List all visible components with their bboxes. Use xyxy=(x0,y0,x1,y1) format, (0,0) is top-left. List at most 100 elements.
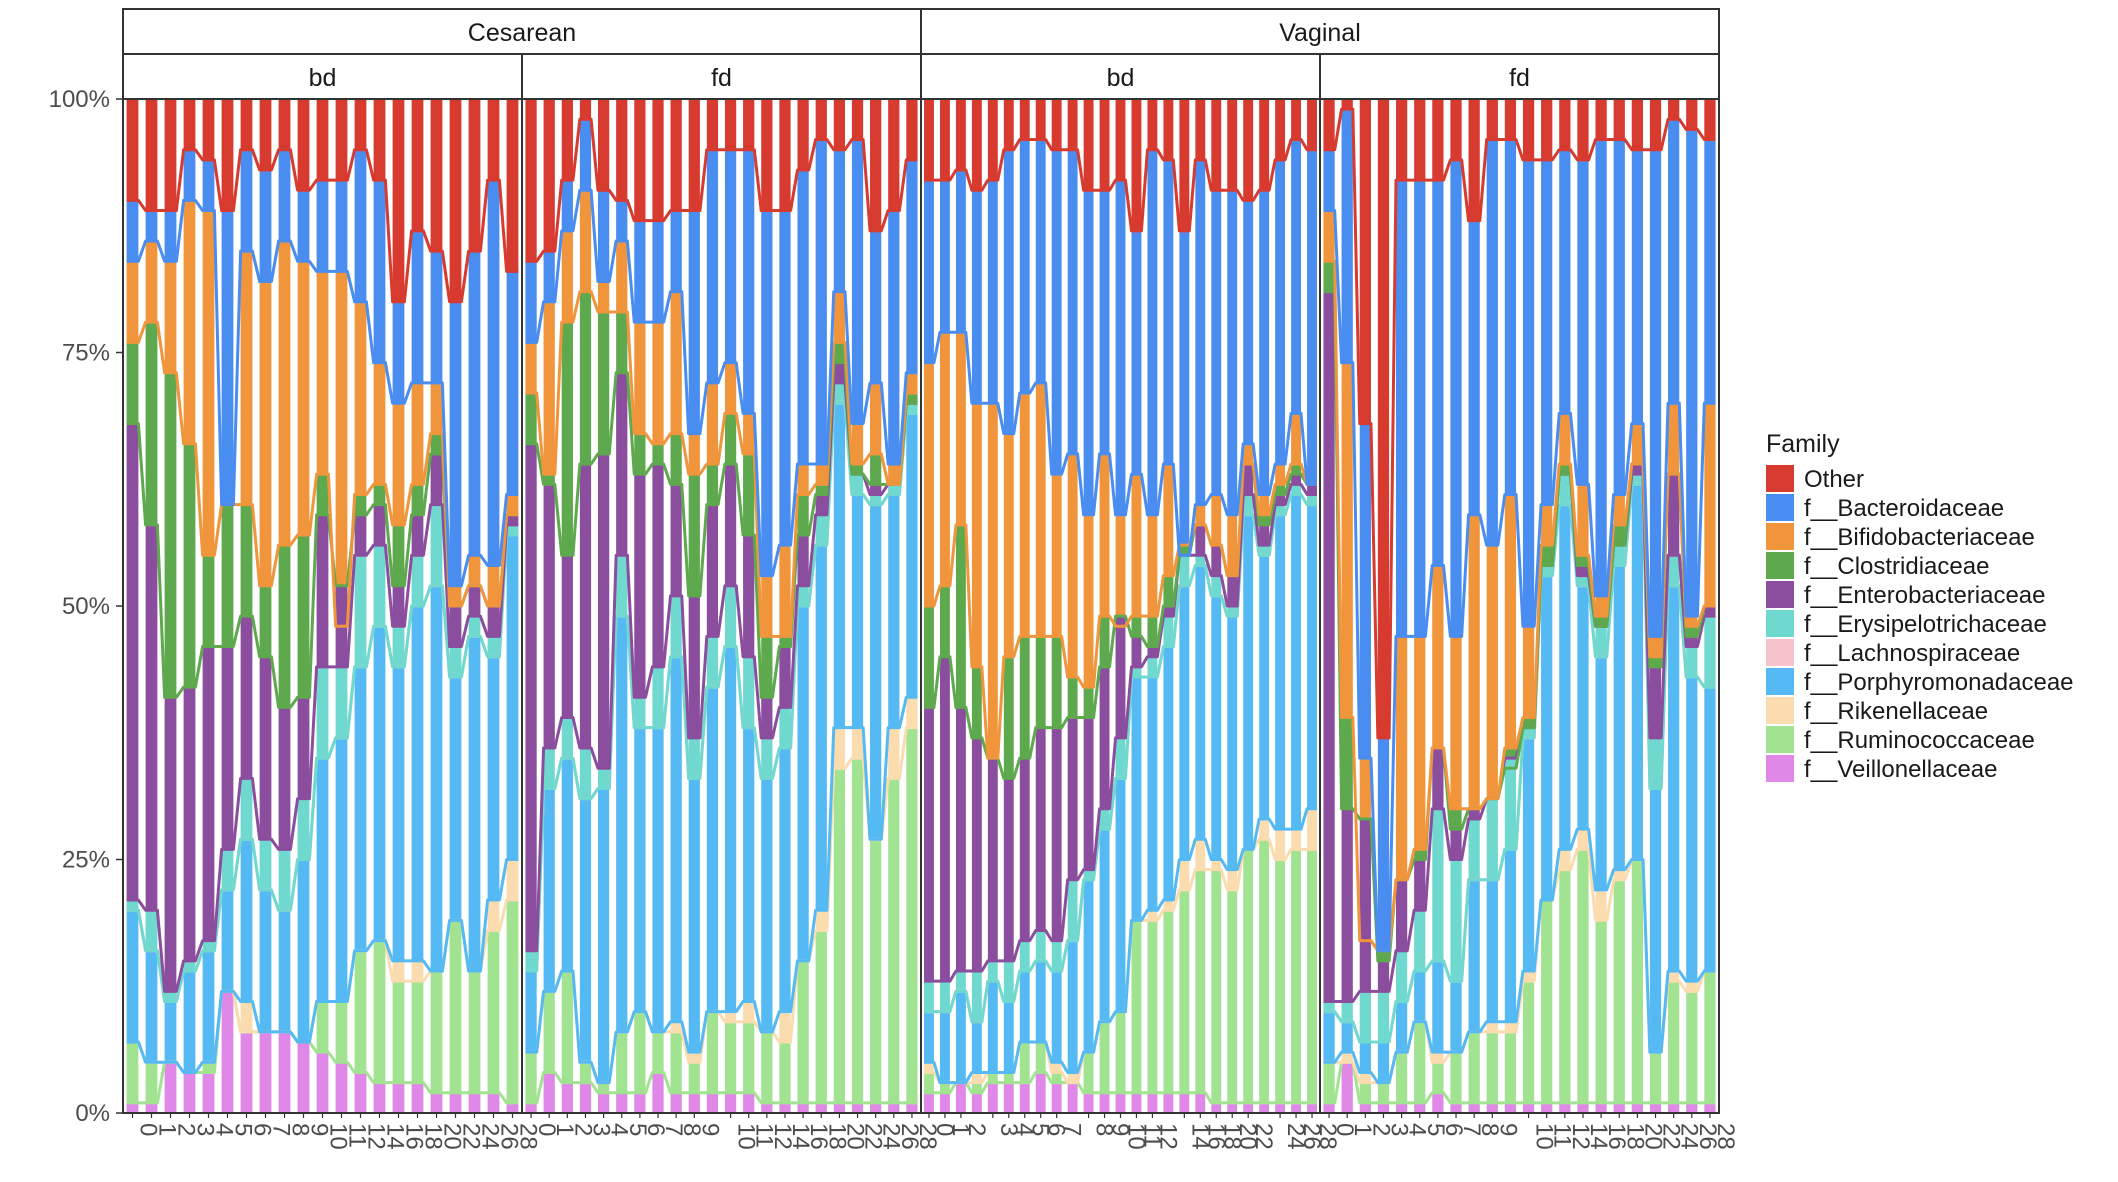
bar-segment-porphyromonadaceae xyxy=(1243,514,1254,850)
bar-segment-bifidobacteriaceae xyxy=(870,382,882,454)
bar-segment-enterobacteriaceae xyxy=(1649,666,1662,738)
bar-segment-ruminococcaceae xyxy=(561,971,573,1083)
bar-segment-veillonellaceae xyxy=(411,1082,424,1113)
bar-segment-ruminococcaceae xyxy=(1323,1062,1335,1103)
panel-cesarean-bd xyxy=(126,99,519,1113)
bar-segment-bifidobacteriaceae xyxy=(278,240,291,546)
x-tick-label: 18 xyxy=(823,1123,850,1150)
bar-segment-erysipelotrichaceae xyxy=(126,900,139,911)
bar-segment-enterobacteriaceae xyxy=(1291,474,1302,485)
legend-label: Other xyxy=(1804,466,1864,493)
bar-segment-veillonellaceae xyxy=(971,1092,982,1113)
legend-item: f__Ruminococcaceae xyxy=(1766,726,2035,754)
boundary-line-other xyxy=(1323,107,1716,740)
bar-segment-erysipelotrichaceae xyxy=(1468,818,1480,880)
inner-strip-label: bd xyxy=(1107,64,1135,92)
bar-segment-erysipelotrichaceae xyxy=(487,636,500,657)
bar-segment-porphyromonadaceae xyxy=(1468,879,1480,1032)
bar-segment-bifidobacteriaceae xyxy=(1704,403,1716,606)
bar-segment-erysipelotrichaceae xyxy=(971,971,982,1022)
legend-item: f__Veillonellaceae xyxy=(1766,755,1998,783)
bar-segment-erysipelotrichaceae xyxy=(183,960,196,972)
bar-segment-porphyromonadaceae xyxy=(297,859,310,1043)
legend-title: Family xyxy=(1766,430,1840,458)
bar-segment-ruminococcaceae xyxy=(797,960,809,1103)
bar-segment-clostridiaceae xyxy=(183,443,196,688)
bar-segment-other xyxy=(670,99,682,211)
bar-segment-ruminococcaceae xyxy=(815,930,827,1103)
bar-segment-bacteroidaceae xyxy=(987,180,998,404)
bar-segment-other xyxy=(1541,99,1553,160)
boundary-line-porphyromonadaceae xyxy=(1323,827,1716,1085)
bar-segment-rikenellaceae xyxy=(670,1021,682,1032)
bar-segment-enterobacteriaceae xyxy=(449,606,462,647)
x-tick-label: 26 xyxy=(1694,1123,1721,1150)
bar-segment-bacteroidaceae xyxy=(779,210,791,546)
bar-segment-bifidobacteriaceae xyxy=(1051,474,1062,637)
bar-segment-porphyromonadaceae xyxy=(1067,940,1078,1073)
bar-segment-bifidobacteriaceae xyxy=(1211,494,1222,546)
bar-segment-erysipelotrichaceae xyxy=(797,585,809,606)
bar-segment-other xyxy=(761,99,773,211)
bar-segment-bacteroidaceae xyxy=(743,149,755,414)
bar-segment-porphyromonadaceae xyxy=(1003,1001,1014,1073)
bar-segment-erysipelotrichaceae xyxy=(955,971,966,992)
bar-segment-erysipelotrichaceae xyxy=(354,555,367,667)
bar-segment-other xyxy=(1275,99,1286,160)
bar-segment-porphyromonadaceae xyxy=(543,788,555,992)
bar-segment-ruminococcaceae xyxy=(1115,1011,1126,1093)
bar-segment-porphyromonadaceae xyxy=(906,413,918,698)
x-tick-label: 4 xyxy=(211,1123,238,1136)
bar-segment-other xyxy=(430,99,443,252)
bar-segment-bacteroidaceae xyxy=(1067,149,1078,454)
bar-segment-clostridiaceae xyxy=(525,393,537,444)
bar-segment-porphyromonadaceae xyxy=(487,656,500,901)
bar-segment-erysipelotrichaceae xyxy=(1291,484,1302,495)
bar-segment-enterobacteriaceae xyxy=(259,656,272,840)
boundary-line-erysipelotrichaceae xyxy=(126,533,519,1003)
bar-segment-veillonellaceae xyxy=(1395,1102,1408,1113)
boundary-line-ruminococcaceae xyxy=(924,1070,1317,1105)
bar-segment-rikenellaceae xyxy=(1686,981,1698,992)
bar-segment-other xyxy=(543,99,555,252)
bar-segment-porphyromonadaceae xyxy=(506,535,519,860)
bar-segment-clostridiaceae xyxy=(1595,616,1607,627)
legend-label: f__Bacteroidaceae xyxy=(1804,495,2004,522)
bar-segment-erysipelotrichaceae xyxy=(1147,656,1158,677)
bar-segment-erysipelotrichaceae xyxy=(761,737,773,779)
bar-segment-other xyxy=(373,99,386,181)
bar-segment-clostridiaceae xyxy=(1275,484,1286,495)
bar-segment-bacteroidaceae xyxy=(688,210,700,434)
bar-segment-rikenellaceae xyxy=(392,960,405,982)
legend-label: f__Rikenellaceae xyxy=(1804,698,1988,725)
x-tick-label: 24 xyxy=(878,1123,905,1150)
boundary-line-ruminococcaceae xyxy=(1323,1060,1716,1105)
x-tick-label: 1 xyxy=(154,1123,181,1136)
bar-segment-porphyromonadaceae xyxy=(221,889,234,992)
bar-segment-ruminococcaceae xyxy=(1450,1052,1462,1103)
bar-segment-bacteroidaceae xyxy=(1323,149,1335,211)
bar-segment-bifidobacteriaceae xyxy=(145,240,158,323)
bar-segment-clostridiaceae xyxy=(1147,616,1158,647)
bar-segment-other xyxy=(652,99,664,221)
bar-segment-porphyromonadaceae xyxy=(797,606,809,961)
bar-segment-porphyromonadaceae xyxy=(870,504,882,840)
bar-segment-enterobacteriaceae xyxy=(761,697,773,738)
bar-segment-bifidobacteriaceae xyxy=(240,251,253,505)
bar-segment-bacteroidaceae xyxy=(797,169,809,465)
bar-segment-other xyxy=(1243,99,1254,201)
bar-segment-porphyromonadaceae xyxy=(761,778,773,1032)
bar-segment-porphyromonadaceae xyxy=(1035,960,1046,1043)
bar-segment-porphyromonadaceae xyxy=(1668,585,1680,972)
bar-segment-other xyxy=(797,99,809,170)
bar-segment-porphyromonadaceae xyxy=(259,889,272,1032)
bar-segment-bifidobacteriaceae xyxy=(1035,382,1046,637)
bar-segment-ruminococcaceae xyxy=(1291,849,1302,1103)
bar-segment-bacteroidaceae xyxy=(1243,200,1254,444)
bar-segment-porphyromonadaceae xyxy=(1541,575,1553,901)
bar-segment-bifidobacteriaceae xyxy=(1541,504,1553,546)
bar-segment-erysipelotrichaceae xyxy=(1003,960,1014,1002)
facet-strips: bd fd bd fd Cesarean Vaginal xyxy=(122,8,1720,100)
bar-segment-other xyxy=(1227,99,1238,191)
bar-segment-other xyxy=(597,99,610,191)
